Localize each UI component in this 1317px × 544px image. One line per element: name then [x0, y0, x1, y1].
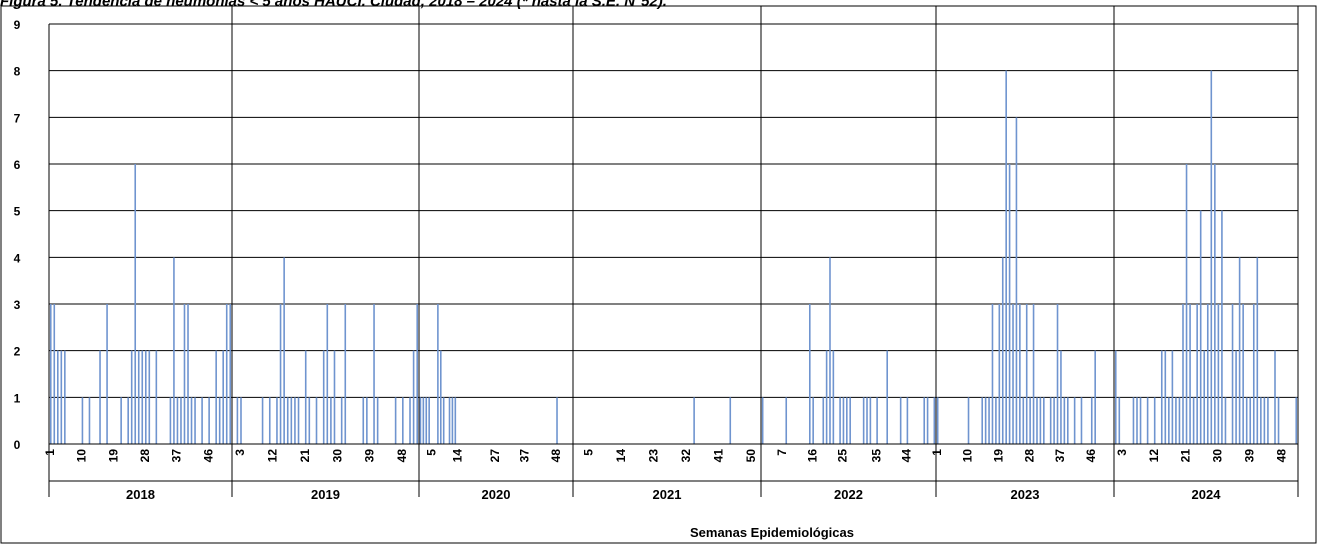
- week-tick-label: 25: [836, 449, 850, 463]
- week-tick-label: 12: [266, 449, 280, 463]
- y-tick-label: 8: [14, 65, 21, 79]
- week-tick-label: 30: [1211, 449, 1225, 463]
- week-tick-label: 37: [170, 449, 184, 463]
- week-tick-label: 12: [1147, 449, 1161, 463]
- week-tick-label: 10: [75, 449, 89, 463]
- week-tick-label: 48: [395, 449, 409, 463]
- y-tick-label: 9: [14, 18, 21, 32]
- week-tick-label: 32: [679, 449, 693, 463]
- week-tick-label: 19: [991, 449, 1005, 463]
- week-tick-label: 19: [106, 449, 120, 463]
- week-tick-label: 3: [1115, 449, 1129, 456]
- week-tick-label: 48: [1274, 449, 1288, 463]
- week-tick-label: 46: [201, 449, 215, 463]
- y-tick-label: 6: [14, 158, 21, 172]
- week-tick-label: 5: [581, 449, 595, 456]
- year-label: 2021: [653, 487, 682, 502]
- grid-lines: [49, 23, 1298, 445]
- week-tick-label: 21: [298, 449, 312, 463]
- year-label: 2019: [311, 487, 340, 502]
- week-tick-label: 21: [1179, 449, 1193, 463]
- week-tick-label: 14: [614, 449, 628, 463]
- week-tick-label: 1: [43, 449, 57, 456]
- week-tick-label: 28: [138, 449, 152, 463]
- y-tick-label: 5: [14, 205, 21, 219]
- y-tick-label: 4: [14, 251, 21, 265]
- week-tick-label: 41: [712, 449, 726, 463]
- week-tick-label: 37: [517, 449, 531, 463]
- y-tick-label: 3: [14, 298, 21, 312]
- week-tick-label: 23: [646, 449, 660, 463]
- week-tick-label: 39: [1242, 449, 1256, 463]
- week-tick-label: 44: [900, 449, 914, 463]
- year-label: 2020: [482, 487, 511, 502]
- y-tick-label: 2: [14, 345, 21, 359]
- week-tick-label: 16: [805, 449, 819, 463]
- week-tick-label: 28: [1022, 449, 1036, 463]
- y-tick-label: 7: [14, 111, 21, 125]
- week-tick-label: 35: [869, 449, 883, 463]
- year-label: 2022: [834, 487, 863, 502]
- year-label: 2023: [1011, 487, 1040, 502]
- week-tick-label: 30: [330, 449, 344, 463]
- y-tick-label: 0: [14, 438, 21, 452]
- week-tick-label: 3: [233, 449, 247, 456]
- axes: [0, 5, 1317, 544]
- week-tick-label: 39: [363, 449, 377, 463]
- figure-caption: Figura 5. Tendencia de neumonías < 5 año…: [0, 0, 667, 10]
- y-tick-label: 1: [14, 391, 21, 405]
- week-tick-label: 1: [930, 449, 944, 456]
- week-tick-label: 50: [744, 449, 758, 463]
- week-tick-label: 46: [1084, 449, 1098, 463]
- week-tick-label: 14: [450, 449, 464, 463]
- week-tick-label: 48: [549, 449, 563, 463]
- week-tick-label: 37: [1053, 449, 1067, 463]
- week-tick-label: 5: [424, 449, 438, 456]
- x-axis-title: Semanas Epidemiológicas: [690, 525, 854, 540]
- year-label: 2018: [126, 487, 155, 502]
- week-tick-label: 7: [775, 449, 789, 456]
- year-label: 2024: [1192, 487, 1222, 502]
- week-tick-label: 27: [488, 449, 502, 463]
- week-tick-label: 10: [961, 449, 975, 463]
- bars: [49, 70, 1298, 444]
- chart-frame: [0, 5, 1317, 544]
